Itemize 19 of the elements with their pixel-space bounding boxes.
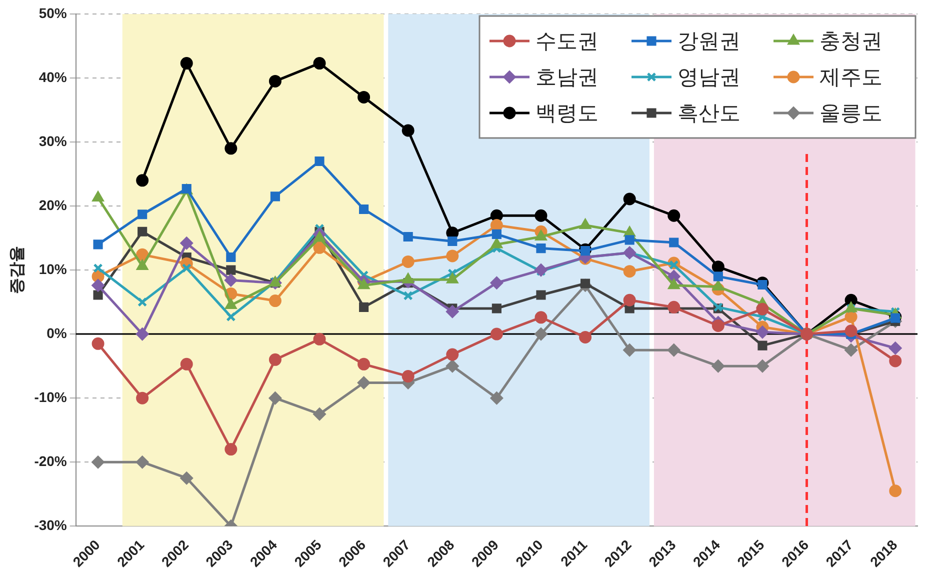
y-tick-label: 50% [38, 4, 68, 21]
legend-label: 수도권 [536, 30, 598, 53]
y-tick-label: 40% [38, 68, 68, 85]
legend-label: 충청권 [820, 30, 882, 53]
legend-label: 강원권 [678, 30, 740, 53]
legend-label: 영남권 [678, 66, 740, 89]
legend-label: 호남권 [536, 66, 598, 89]
y-axis-title: 증감율 [9, 246, 26, 294]
y-tick-label: 20% [38, 196, 68, 213]
y-tick-label: -20% [34, 452, 68, 469]
y-tick-label: 10% [38, 260, 68, 277]
legend-label: 흑산도 [678, 102, 740, 125]
y-tick-label: -30% [34, 516, 68, 533]
y-tick-label: 0% [46, 324, 68, 341]
y-tick-label: -10% [34, 388, 68, 405]
legend-label: 울릉도 [820, 102, 882, 125]
legend-label: 백령도 [536, 102, 598, 125]
legend-label: 제주도 [820, 66, 882, 89]
y-tick-label: 30% [38, 132, 68, 149]
